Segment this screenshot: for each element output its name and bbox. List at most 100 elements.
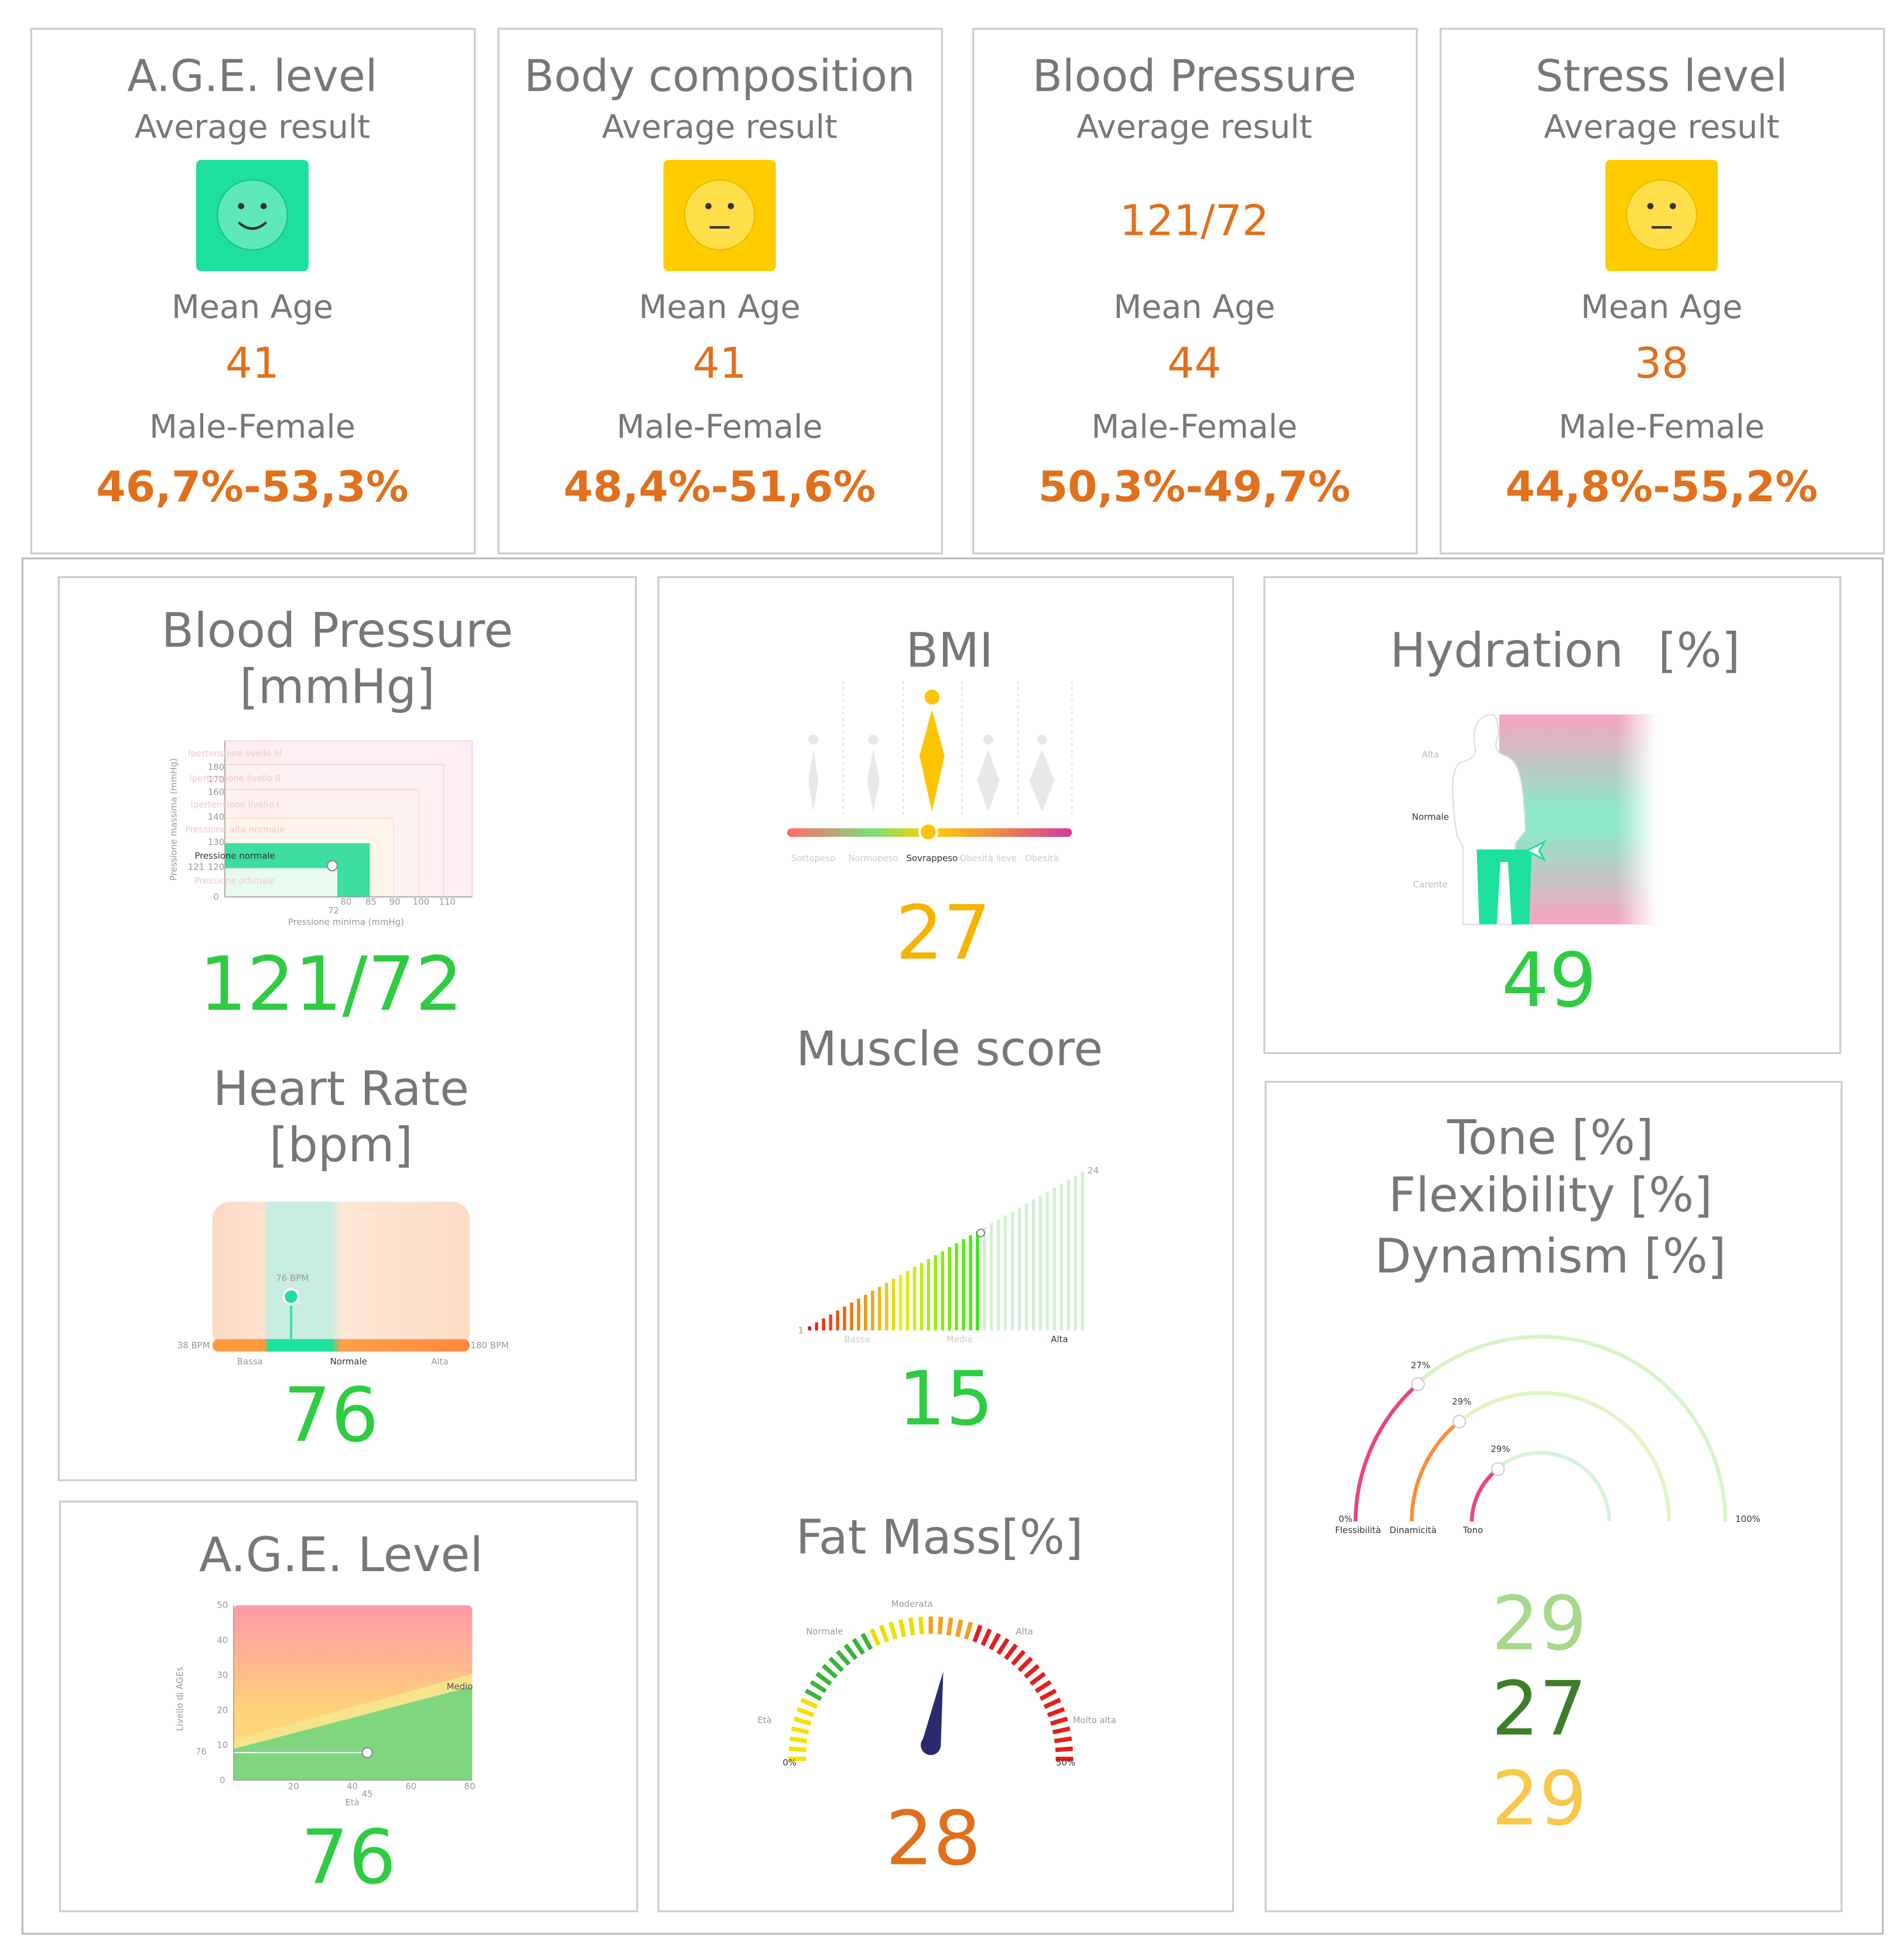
panel-title: Flexibility [%] [1389,1168,1712,1223]
level-label: Carente [1413,879,1448,890]
hydration-graphic [1452,714,1657,925]
tick [815,1671,832,1686]
zone-label: Molto alta [1073,1715,1116,1725]
gender-label: Male-Female [617,409,823,446]
figure-head [983,734,993,745]
tick [946,1617,953,1636]
level-label: Normale [1412,812,1449,822]
panel-title: BMI [906,623,993,678]
zone-label: Bassa [844,1334,870,1345]
gender-split: 48,4%-51,6% [563,463,876,512]
tick [843,1643,858,1661]
figure-head [808,734,819,745]
tick [805,1688,822,1701]
tick [860,1633,873,1651]
hr-bar [212,1339,470,1352]
x-tick-label: 100 [413,897,429,907]
tick [822,1664,838,1679]
category-label: Sottopeso [791,853,835,864]
arc-label: 29% [1491,1444,1510,1455]
zone-label: Normale [330,1356,367,1367]
max-label: 50% [1056,1757,1075,1768]
axis-label: Età [345,1797,359,1808]
hr-marker [282,1288,300,1306]
hr-min: 38 BPM [177,1340,210,1350]
tick [989,1633,1001,1651]
axis-label: Livello di AGEs [175,1667,185,1731]
arc-name: Dinamicità [1390,1525,1437,1535]
bmi-marker [918,822,939,842]
marker-y: 121 [188,861,204,872]
card-title: Body composition [524,51,915,102]
tick [996,1637,1010,1655]
card [497,28,944,555]
zone-label: Pressione alta normale [185,824,285,834]
y-tick-label: 20 [217,1705,228,1715]
zone-label: Pressione normale [194,850,275,861]
tick [1055,1746,1074,1753]
eye [1670,203,1676,210]
y-tick-label: 120 [208,861,224,872]
tick [788,1746,806,1753]
card-title: Stress level [1536,51,1788,102]
y-tick-label: 180 [208,762,224,772]
figure-body [977,749,1000,812]
card-title: A.G.E. level [127,51,377,102]
y-tick-label: 160 [208,786,224,797]
level-label: Alta [1422,749,1439,760]
y-tick-label: 0 [220,1775,225,1785]
panel-title: Dynamism [%] [1375,1229,1726,1284]
fat-value: 28 [886,1795,981,1883]
category-label: Sovrappeso [906,853,958,864]
gender-split: 46,7%-53,3% [96,463,408,512]
hr-value: 76 [283,1371,379,1459]
muscle-bars [808,1171,1084,1330]
tick [963,1621,973,1640]
axis-label: Pressione minima (mmHg) [288,916,404,927]
tick [797,1707,815,1718]
zone-label: Ipertensione livello II [189,773,280,784]
muscle-value: 15 [898,1356,993,1443]
tick [878,1624,890,1643]
y-tick-label: 40 [217,1635,228,1645]
eye [260,203,267,210]
category-label: Obesità lieve [960,853,1017,864]
figure-head [924,689,940,705]
x-tick-label: 20 [288,1781,299,1792]
gender-split: 44,8%-55,2% [1506,463,1818,512]
tick [809,1679,827,1694]
tick [869,1628,881,1647]
tick [791,1726,809,1735]
tick [793,1716,812,1726]
max-label: 100% [1735,1514,1761,1524]
tick [1054,1736,1072,1743]
gender-label: Male-Female [149,409,355,446]
axis-label: Pressione massima (mmHg) [169,758,179,881]
y-tick-label: 0 [213,892,219,902]
y-tick-label: 170 [208,774,224,785]
card [1439,28,1885,555]
mean-age-label: Mean Age [172,289,333,326]
bp-value: 121/72 [199,940,463,1028]
tick [1029,1671,1047,1686]
zone-label: Età [757,1715,771,1725]
tick [937,1616,944,1635]
eye [727,203,734,210]
panel-title: Muscle score [796,1022,1103,1077]
marker-x: 45 [362,1788,373,1799]
min-label: 0% [782,1757,797,1768]
mouth [238,221,267,230]
tick [1034,1679,1052,1694]
hr-chart [212,1202,470,1349]
tone-arcs [1353,1335,1728,1522]
tick [828,1656,845,1672]
tick [800,1698,818,1709]
gender-label: Male-Female [1558,409,1765,446]
card-subtitle: Average result [135,109,370,146]
y-tick-label: 10 [217,1740,228,1750]
arc-label: 27% [1411,1360,1430,1371]
x-tick-label: 110 [439,897,455,907]
zone-label: Media [946,1334,973,1345]
zone-label: Alta [1016,1626,1033,1637]
